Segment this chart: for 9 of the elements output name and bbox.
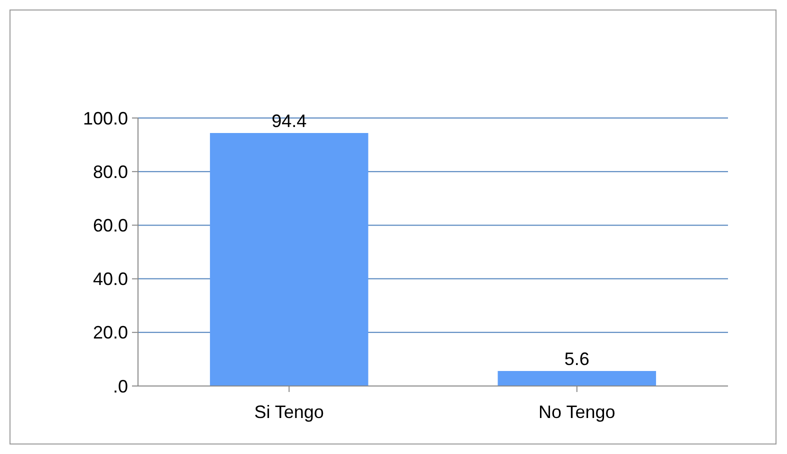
x-tick-label: No Tengo [538, 402, 616, 422]
y-tick-label: 60.0 [92, 216, 128, 236]
y-tick-label: 40.0 [92, 269, 128, 290]
y-tick-label: 80.0 [92, 162, 128, 182]
x-tick-label: Si Tengo [254, 402, 324, 422]
y-tick-label: 20.0 [92, 322, 128, 343]
y-tick-label: .0 [112, 376, 128, 396]
y-tick-label: 100.0 [82, 108, 128, 128]
data-label: 5.6 [564, 348, 590, 369]
